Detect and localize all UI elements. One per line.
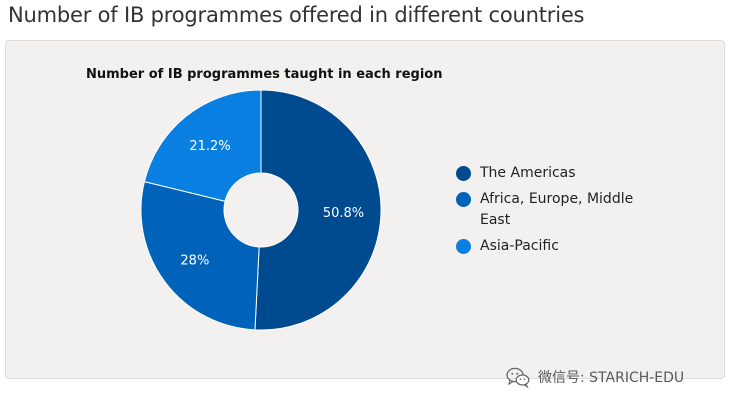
page-title: Number of IB programmes offered in diffe… xyxy=(8,3,585,27)
watermark-text: 微信号: STARICH-EDU xyxy=(538,370,685,386)
legend-swatch-icon xyxy=(456,166,471,181)
legend-swatch-icon xyxy=(456,192,471,207)
pie-slice-the-americas[interactable] xyxy=(254,89,382,331)
slice-value-label: 50.8% xyxy=(323,206,364,221)
legend-item-the-americas[interactable]: The Americas xyxy=(456,163,636,184)
pie-slice-asia-pacific[interactable] xyxy=(143,89,262,202)
legend-item-africa-europe-middle-east[interactable]: Africa, Europe, Middle East xyxy=(456,189,636,231)
chart-legend: The Americas Africa, Europe, Middle East… xyxy=(456,163,636,262)
legend-label: Asia-Pacific xyxy=(480,238,559,254)
chart-card: Number of IB programmes taught in each r… xyxy=(5,40,725,379)
slice-value-label: 28% xyxy=(180,253,209,268)
legend-label: Africa, Europe, Middle East xyxy=(480,191,634,228)
watermark: 微信号: STARICH-EDU xyxy=(506,366,684,388)
slice-value-label: 21.2% xyxy=(189,139,230,154)
legend-label: The Americas xyxy=(480,165,576,181)
donut-chart: 50.8% 28% 21.2% xyxy=(140,89,382,331)
pie-slice-africa-europe-middle-east[interactable] xyxy=(140,181,260,331)
legend-item-asia-pacific[interactable]: Asia-Pacific xyxy=(456,236,636,257)
wechat-icon xyxy=(506,367,530,388)
legend-swatch-icon xyxy=(456,239,471,254)
chart-title: Number of IB programmes taught in each r… xyxy=(86,67,443,82)
